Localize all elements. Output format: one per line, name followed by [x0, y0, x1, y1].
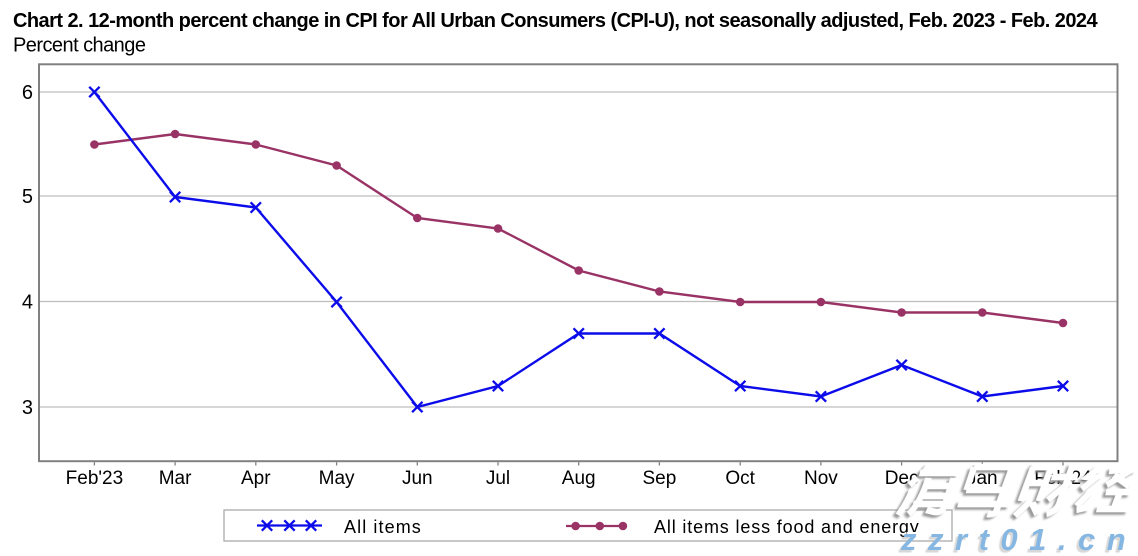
- svg-text:5: 5: [22, 186, 33, 208]
- svg-text:All items less food and energy: All items less food and energy: [654, 517, 920, 537]
- svg-text:6: 6: [22, 82, 33, 104]
- svg-text:4: 4: [22, 292, 33, 314]
- svg-text:Oct: Oct: [725, 468, 755, 489]
- svg-text:All items: All items: [344, 517, 422, 537]
- svg-text:Chart 2. 12-month percent chan: Chart 2. 12-month percent change in CPI …: [13, 10, 1098, 32]
- svg-text:Percent change: Percent change: [13, 35, 146, 57]
- svg-text:Jul: Jul: [486, 468, 510, 489]
- svg-text:Aug: Aug: [562, 468, 596, 489]
- svg-text:Mar: Mar: [159, 468, 192, 489]
- svg-text:3: 3: [22, 397, 33, 419]
- svg-text:May: May: [319, 468, 355, 489]
- svg-text:Apr: Apr: [241, 468, 271, 489]
- svg-text:Sep: Sep: [642, 468, 676, 489]
- svg-text:Jun: Jun: [402, 468, 433, 489]
- svg-text:Nov: Nov: [804, 468, 838, 489]
- svg-text:zzrt01.cn: zzrt01.cn: [900, 522, 1137, 556]
- svg-text:Feb'23: Feb'23: [66, 468, 124, 489]
